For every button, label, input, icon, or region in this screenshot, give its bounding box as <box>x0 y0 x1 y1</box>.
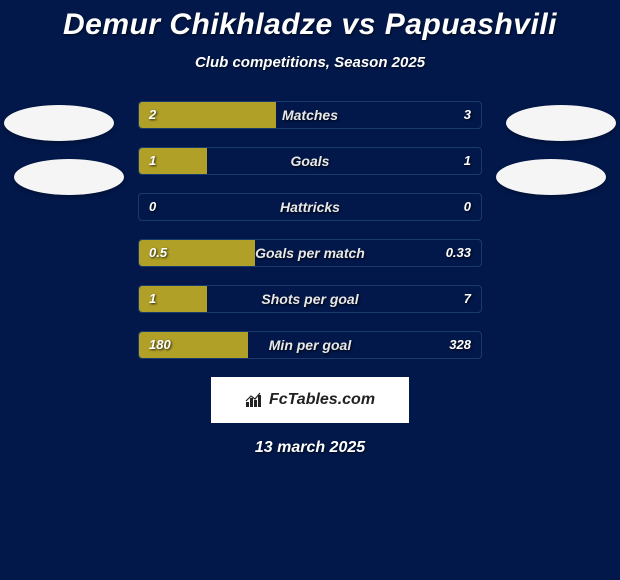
logo: FcTables.com <box>245 391 375 409</box>
page-title: Demur Chikhladze vs Papuashvili <box>0 0 620 42</box>
player-right-avatar-shadow <box>496 159 606 195</box>
stat-label: Shots per goal <box>139 286 481 312</box>
bars-container: 2Matches3 1Goals1 0Hattricks0 0.5Goals per … <box>138 101 482 359</box>
stat-value-right: 1 <box>464 148 471 174</box>
logo-box: FcTables.com <box>211 377 409 423</box>
stat-label: Goals <box>139 148 481 174</box>
stat-row: 0.5Goals per match0.33 <box>138 239 482 267</box>
date-text: 13 march 2025 <box>0 439 620 457</box>
stat-value-right: 0 <box>464 194 471 220</box>
stat-value-right: 7 <box>464 286 471 312</box>
stat-row: 2Matches3 <box>138 101 482 129</box>
stat-value-right: 3 <box>464 102 471 128</box>
stat-label: Hattricks <box>139 194 481 220</box>
player-left-avatar-shadow <box>14 159 124 195</box>
chart-icon <box>245 392 265 408</box>
stat-row: 0Hattricks0 <box>138 193 482 221</box>
player-right-avatar-placeholder <box>506 105 616 141</box>
stat-row: 1Shots per goal7 <box>138 285 482 313</box>
comparison-chart: 2Matches3 1Goals1 0Hattricks0 0.5Goals per … <box>0 101 620 359</box>
stat-row: 1Goals1 <box>138 147 482 175</box>
logo-text: FcTables.com <box>269 391 375 409</box>
stat-label: Goals per match <box>139 240 481 266</box>
player-left-avatar-placeholder <box>4 105 114 141</box>
subtitle: Club competitions, Season 2025 <box>0 54 620 71</box>
stat-row: 180Min per goal328 <box>138 331 482 359</box>
stat-label: Min per goal <box>139 332 481 358</box>
stat-value-right: 328 <box>449 332 471 358</box>
stat-value-right: 0.33 <box>446 240 471 266</box>
stat-label: Matches <box>139 102 481 128</box>
